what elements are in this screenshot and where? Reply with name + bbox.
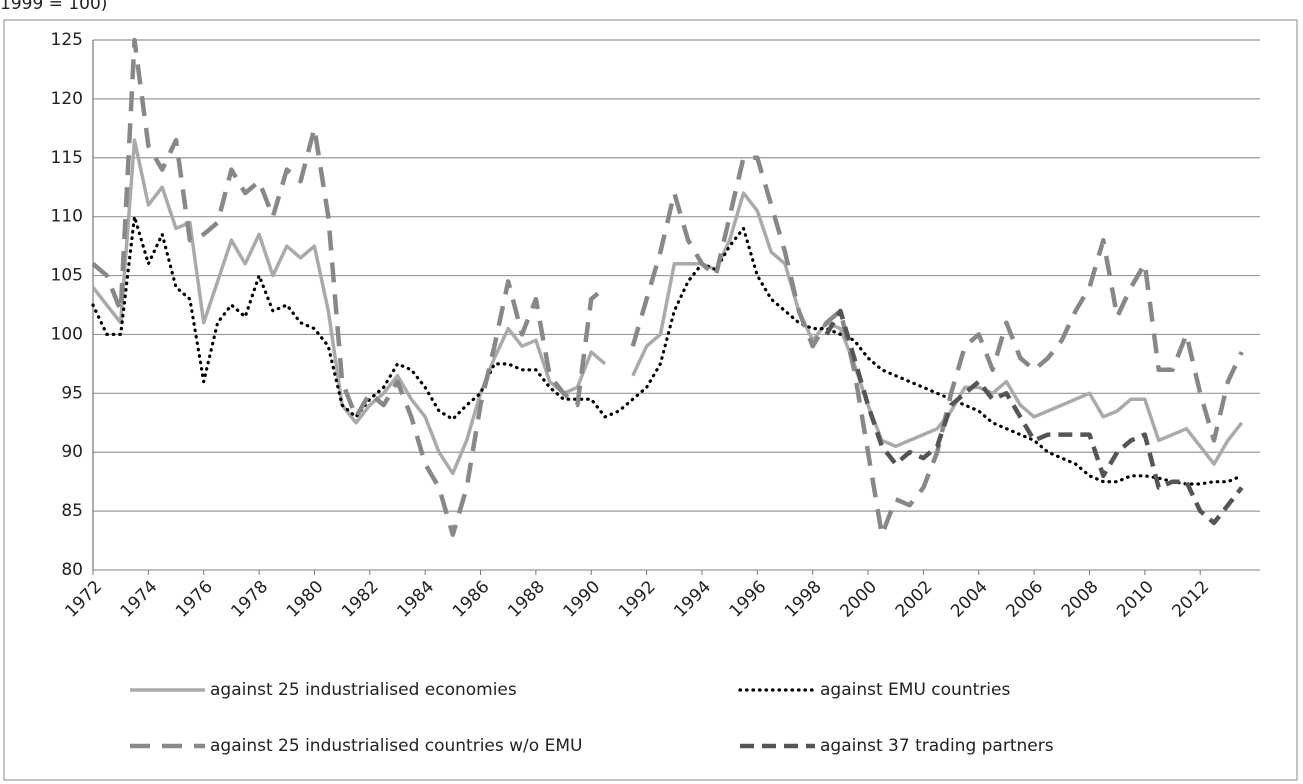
y-tick-label: 125 xyxy=(51,30,83,50)
x-tick-label: 2006 xyxy=(1002,577,1047,622)
legend-label: against 25 industrialised countries w/o … xyxy=(210,736,582,756)
x-tick-label: 1986 xyxy=(449,577,494,622)
x-tick-label: 1996 xyxy=(726,577,771,622)
x-tick-label: 1978 xyxy=(227,577,272,622)
y-tick-label: 100 xyxy=(51,324,83,344)
x-tick-label: 2012 xyxy=(1169,577,1214,622)
x-tick-label: 1994 xyxy=(670,577,715,622)
x-tick-label: 2010 xyxy=(1113,577,1158,622)
legend-label: against 37 trading partners xyxy=(820,736,1054,756)
x-tick-label: 2000 xyxy=(836,577,881,622)
y-tick-label: 95 xyxy=(61,383,83,403)
x-tick-label: 1976 xyxy=(172,577,217,622)
x-tick-label: 1992 xyxy=(615,577,660,622)
chart-subtitle: 1999 = 100) xyxy=(0,0,107,14)
legend-label: against EMU countries xyxy=(820,680,1010,700)
legend-label: against 25 industrialised economies xyxy=(210,680,517,700)
y-tick-label: 85 xyxy=(61,501,83,521)
series-line xyxy=(91,138,1244,476)
x-tick-label: 1984 xyxy=(393,577,438,622)
x-tick-label: 1998 xyxy=(781,577,826,622)
x-tick-label: 2008 xyxy=(1058,577,1103,622)
x-tick-label: 1980 xyxy=(283,577,328,622)
x-tick-label: 1974 xyxy=(117,577,162,622)
y-tick-label: 105 xyxy=(51,266,83,286)
y-tick-label: 90 xyxy=(61,442,83,462)
series-line xyxy=(91,37,1244,537)
x-tick-label: 1972 xyxy=(61,577,106,622)
series-line xyxy=(824,308,1244,526)
x-tick-label: 2002 xyxy=(892,577,937,622)
x-tick-label: 2004 xyxy=(947,577,992,622)
y-tick-label: 115 xyxy=(51,148,83,168)
x-tick-label: 1988 xyxy=(504,577,549,622)
y-tick-label: 80 xyxy=(61,560,83,580)
chart-frame xyxy=(3,19,1298,781)
series-line xyxy=(91,215,1244,486)
y-tick-label: 110 xyxy=(51,207,83,227)
y-tick-label: 120 xyxy=(51,89,83,109)
x-tick-label: 1982 xyxy=(338,577,383,622)
x-tick-label: 1990 xyxy=(560,577,605,622)
